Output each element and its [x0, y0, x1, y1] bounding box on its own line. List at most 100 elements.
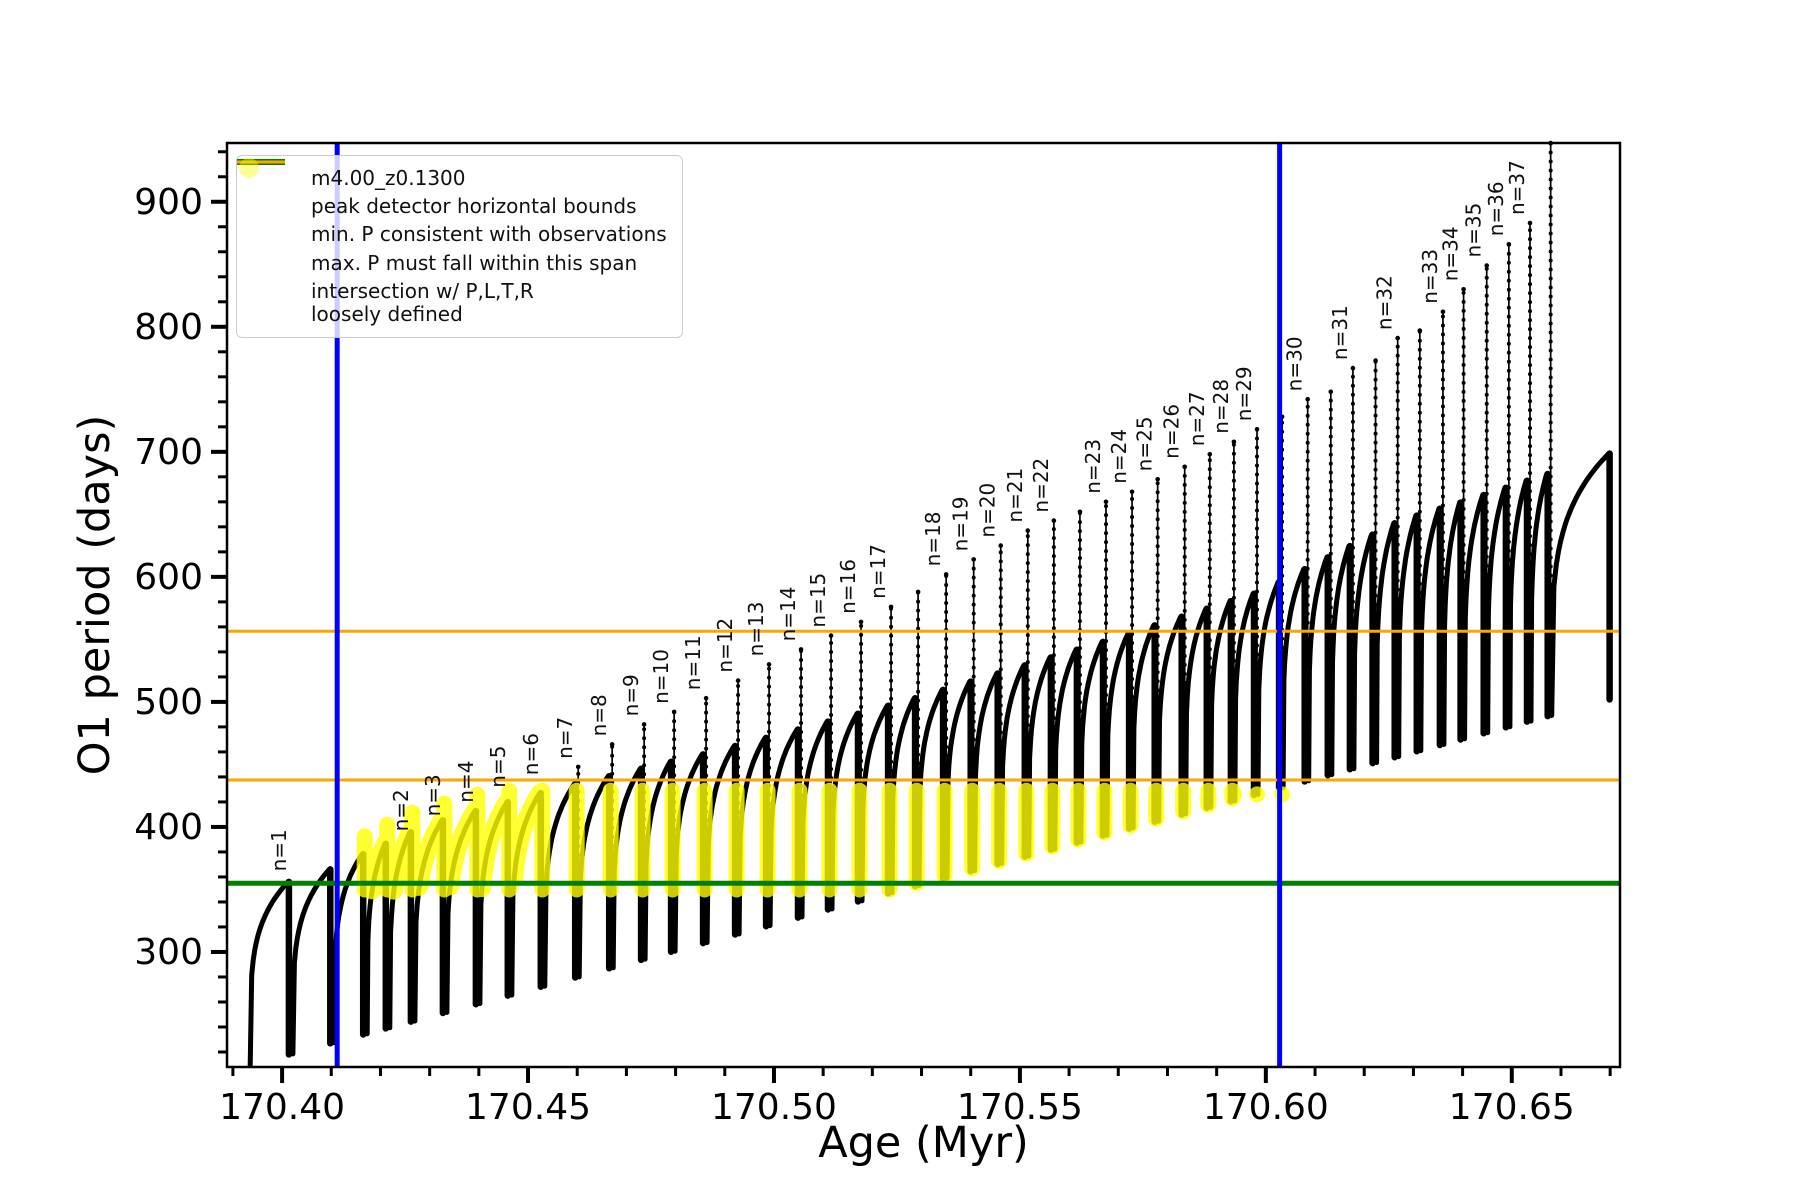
spike-marker-dot	[1461, 344, 1466, 349]
spike-marker-dot	[916, 662, 921, 667]
spike-marker-dot	[736, 747, 741, 751]
spike-marker-dot	[1528, 516, 1533, 521]
spike-marker-dot	[1350, 581, 1355, 586]
spike-marker-dot	[998, 595, 1003, 600]
spike-marker-dot	[859, 740, 864, 745]
spike-marker-dot	[1395, 668, 1400, 673]
y-tick-label: 500	[134, 682, 203, 723]
spike-marker-dot	[1417, 527, 1422, 532]
spike-marker-dot	[736, 774, 741, 778]
spike-marker-dot	[1350, 509, 1355, 514]
spike-marker-dot	[1461, 668, 1466, 673]
spike-marker-dot	[1130, 551, 1135, 555]
spike-marker-dot	[1207, 665, 1212, 670]
spike-marker-dot	[1417, 356, 1422, 361]
pulse-arch	[1104, 631, 1131, 838]
spike-marker-dot	[767, 666, 772, 671]
spike-marker-dot	[1328, 506, 1333, 511]
spike-marker-dot	[859, 749, 864, 754]
spike-marker-dot	[1305, 397, 1310, 402]
spike-marker-dot	[1440, 377, 1445, 382]
spike-marker-dot	[1350, 734, 1355, 739]
spike-marker-dot	[1484, 383, 1489, 388]
spike-marker-dot	[1328, 569, 1333, 574]
spike-marker-dot	[576, 897, 581, 902]
spike-marker-dot	[1182, 644, 1187, 649]
spike-marker-dot	[859, 695, 864, 700]
spike-marker-dot	[1417, 446, 1422, 451]
spike-marker-dot	[1484, 401, 1489, 406]
spike-marker-dot	[1231, 478, 1236, 483]
spike-marker-dot	[1484, 671, 1489, 676]
spike-marker-dot	[1440, 458, 1445, 463]
spike-marker-dot	[998, 543, 1004, 548]
spike-marker-dot	[1461, 506, 1466, 511]
spike-marker-dot	[1461, 533, 1466, 538]
spike-marker-dot	[1373, 404, 1378, 409]
spike-marker-dot	[1548, 456, 1553, 461]
spike-marker-dot	[971, 602, 976, 607]
spike-marker-dot	[1328, 416, 1333, 421]
spike-marker-dot	[1484, 608, 1489, 613]
spike-marker-dot	[1350, 653, 1355, 658]
spike-marker-dot	[767, 711, 772, 716]
spike-marker-dot	[1528, 246, 1533, 251]
spike-marker-dot	[1417, 644, 1422, 649]
pulse-arch	[1396, 513, 1419, 760]
spike-marker-dot	[859, 758, 864, 763]
spike-marker-dot	[1305, 467, 1310, 472]
spike-marker-dot	[1528, 264, 1533, 269]
spike-marker-dot	[736, 765, 741, 769]
spike-marker-dot	[1104, 720, 1109, 725]
spike-marker-dot	[916, 716, 921, 721]
spike-marker-dot	[1461, 560, 1466, 565]
spike-marker-dot	[1104, 549, 1109, 554]
spike-marker-dot	[859, 704, 864, 709]
spike-marker-dot	[1104, 531, 1109, 536]
spike-marker-dot	[1548, 537, 1553, 542]
spike-marker-dot	[1548, 312, 1553, 317]
spike-marker-dot	[642, 772, 647, 777]
spike-marker-dot	[736, 684, 741, 688]
spike-marker-dot	[1440, 503, 1445, 508]
pulse-label: n=26	[1160, 404, 1184, 459]
spike-marker-dot	[1255, 499, 1260, 504]
spike-marker-dot	[998, 559, 1003, 564]
spike-marker-dot	[1506, 710, 1511, 715]
spike-marker-dot	[1484, 437, 1489, 442]
spike-marker-dot	[971, 764, 976, 769]
spike-marker-dot	[1373, 503, 1378, 508]
spike-marker-dot	[944, 646, 949, 650]
spike-marker-dot	[1548, 168, 1553, 173]
spike-marker-dot	[1506, 332, 1511, 337]
spike-marker-dot	[1461, 731, 1466, 736]
spike-marker-dot	[998, 658, 1003, 663]
spike-marker-dot	[1350, 761, 1355, 766]
spike-marker-dot	[642, 952, 647, 957]
spike-marker-dot	[1395, 461, 1400, 466]
spike-marker-dot	[1182, 599, 1187, 604]
spike-marker-dot	[1328, 686, 1333, 691]
spike-marker-dot	[1051, 653, 1056, 658]
spike-marker-dot	[1417, 680, 1422, 685]
spike-marker-dot	[1373, 692, 1378, 697]
spike-marker-dot	[1207, 674, 1212, 679]
spike-marker-dot	[1461, 704, 1466, 709]
spike-marker-dot	[916, 752, 921, 757]
spike-marker-dot	[1484, 446, 1489, 451]
spike-marker-dot	[1548, 672, 1553, 677]
spike-marker-dot	[767, 738, 772, 743]
spike-marker-dot	[1440, 359, 1445, 364]
spike-marker-dot	[1395, 578, 1400, 583]
spike-marker-dot	[1155, 544, 1160, 549]
spike-marker-dot	[1395, 749, 1400, 754]
spike-marker-dot	[1328, 551, 1333, 556]
spike-marker-dot	[944, 664, 949, 668]
spike-marker-dot	[1548, 573, 1553, 578]
legend-label: min. P consistent with observations	[311, 222, 667, 247]
spike-marker-dot	[1104, 747, 1109, 752]
spike-marker-dot	[1548, 528, 1553, 533]
spike-marker-dot	[1305, 476, 1310, 481]
spike-marker-dot	[1395, 569, 1400, 574]
spike-marker-dot	[1373, 386, 1378, 391]
